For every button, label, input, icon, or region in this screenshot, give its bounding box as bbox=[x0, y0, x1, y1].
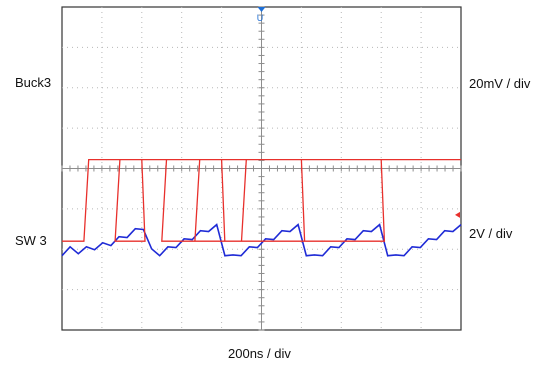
x-axis-label: 200ns / div bbox=[228, 346, 291, 361]
series-scale-buck3: 20mV / div bbox=[469, 76, 531, 91]
sw3-ground-marker bbox=[455, 211, 460, 218]
graticule bbox=[61, 6, 462, 331]
series-label-sw3: SW 3 bbox=[15, 233, 47, 248]
trigger-marker: U bbox=[257, 13, 264, 23]
series-label-buck3: Buck3 bbox=[15, 75, 52, 90]
trace-buck3 bbox=[61, 223, 462, 257]
trigger-arrow bbox=[257, 7, 266, 12]
series-scale-sw3: 2V / div bbox=[469, 226, 513, 241]
trace-sw3 bbox=[62, 158, 461, 242]
traces bbox=[61, 7, 462, 257]
